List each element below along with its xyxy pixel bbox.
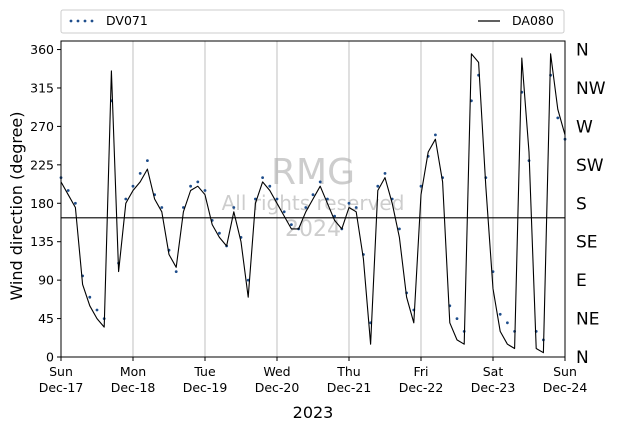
dv071-point bbox=[434, 133, 437, 137]
dv071-point bbox=[74, 201, 77, 205]
dv071-point bbox=[376, 184, 380, 188]
vertical-gridlines bbox=[132, 41, 494, 357]
x-tick-day-label: Tue bbox=[193, 364, 216, 379]
legend-marker-dv071-4 bbox=[90, 19, 94, 23]
dv071-point bbox=[354, 206, 358, 209]
dv071-point bbox=[318, 180, 322, 184]
y-tick-label: 135 bbox=[30, 234, 54, 249]
x-tick-day-label: Wed bbox=[263, 364, 290, 379]
x-tick-date-label: Dec-21 bbox=[327, 380, 372, 395]
legend-marker-dv071-1 bbox=[69, 19, 73, 23]
dv071-point bbox=[455, 317, 459, 320]
dv071-point bbox=[498, 312, 502, 316]
dv071-point bbox=[282, 210, 286, 214]
y-tick-label: 225 bbox=[30, 157, 54, 172]
dv071-point bbox=[383, 172, 387, 175]
dv071-point bbox=[189, 184, 193, 188]
x-tick-date-label: Dec-22 bbox=[399, 380, 444, 395]
dv071-point bbox=[275, 197, 279, 201]
dv071-point bbox=[174, 270, 178, 273]
y-tick-labels: 0 45 90 135 180 225 270 315 360 bbox=[30, 42, 61, 365]
y-tick-label: 315 bbox=[30, 80, 54, 95]
dv071-point bbox=[124, 197, 128, 201]
x-tick-date-label: Dec-19 bbox=[183, 380, 228, 395]
y-tick-label: 90 bbox=[38, 273, 54, 288]
legend-entry-dv071: DV071 bbox=[69, 13, 148, 28]
y-axis-title: Wind direction (degree) bbox=[7, 111, 26, 300]
x-tick-date-label: Dec-24 bbox=[543, 380, 588, 395]
compass-label: W bbox=[576, 117, 593, 137]
y-tick-label: 180 bbox=[30, 196, 54, 211]
legend-label-da080: DA080 bbox=[512, 13, 554, 28]
x-tick-day-label: Mon bbox=[120, 364, 146, 379]
x-tick-day-label: Sat bbox=[483, 364, 504, 379]
compass-label: NE bbox=[576, 310, 599, 330]
legend-marker-dv071-2 bbox=[76, 19, 80, 23]
x-tick-date-label: Dec-20 bbox=[255, 380, 300, 395]
dv071-point bbox=[304, 206, 308, 209]
legend-marker-dv071-3 bbox=[83, 19, 87, 23]
compass-labels: N NE E SE S SW W NW N bbox=[576, 41, 606, 368]
x-tick-date-label: Dec-23 bbox=[471, 380, 516, 395]
dv071-point bbox=[232, 206, 236, 209]
x-tick-day-label: Sun bbox=[553, 364, 577, 379]
dv071-point bbox=[66, 189, 70, 192]
dv071-point bbox=[419, 184, 423, 188]
dv071-point bbox=[160, 206, 164, 209]
compass-label: S bbox=[576, 194, 587, 214]
axes bbox=[60, 40, 566, 358]
dv071-point bbox=[268, 184, 272, 188]
dv071-point bbox=[138, 172, 142, 175]
series-da080 bbox=[60, 53, 566, 354]
legend-entry-da080: DA080 bbox=[478, 13, 554, 28]
legend-frame bbox=[60, 9, 565, 34]
dv071-point bbox=[333, 214, 336, 218]
compass-label: SW bbox=[576, 156, 604, 176]
x-tick-date-label: Dec-17 bbox=[39, 380, 84, 395]
y-tick-label: 360 bbox=[30, 42, 54, 57]
dv071-point bbox=[398, 227, 401, 231]
dv071-point bbox=[290, 223, 293, 227]
dv071-point bbox=[261, 176, 264, 180]
x-tick-day-label: Fri bbox=[414, 364, 429, 379]
dv071-point bbox=[196, 180, 200, 184]
dv071-point bbox=[95, 308, 99, 312]
x-tick-date-label: Dec-18 bbox=[111, 380, 156, 395]
dv071-point bbox=[347, 201, 351, 205]
x-axis-title: 2023 bbox=[293, 403, 334, 422]
dv071-point bbox=[146, 159, 149, 163]
dv071-point bbox=[203, 189, 207, 192]
dv071-point bbox=[506, 321, 509, 325]
dv071-point bbox=[556, 116, 560, 120]
x-tick-day-label: Thu bbox=[336, 364, 360, 379]
compass-label: N bbox=[576, 348, 589, 368]
watermark-line-3: 2024 bbox=[285, 217, 341, 242]
series-da080-line bbox=[60, 53, 566, 354]
y-tick-label: 45 bbox=[38, 311, 54, 326]
x-tick-day-label: Sun bbox=[49, 364, 73, 379]
dv071-point bbox=[131, 184, 135, 188]
dv071-point bbox=[218, 231, 221, 235]
dv071-point bbox=[311, 193, 315, 197]
dv071-point bbox=[326, 197, 329, 201]
compass-label: SE bbox=[576, 233, 598, 253]
legend: DV071 DA080 bbox=[60, 9, 565, 34]
y-tick-label: 270 bbox=[30, 119, 54, 134]
dv071-point bbox=[246, 278, 250, 282]
compass-label: E bbox=[576, 271, 587, 291]
compass-label: NW bbox=[576, 79, 606, 99]
dv071-point bbox=[88, 295, 92, 299]
plot-frame bbox=[60, 40, 566, 358]
legend-label-dv071: DV071 bbox=[106, 13, 148, 28]
y-tick-label: 0 bbox=[46, 350, 54, 365]
watermark-line-1: RMG bbox=[271, 152, 355, 193]
compass-label: N bbox=[576, 41, 589, 61]
x-tick-labels: SunDec-17MonDec-18TueDec-19WedDec-20ThuD… bbox=[39, 357, 588, 395]
